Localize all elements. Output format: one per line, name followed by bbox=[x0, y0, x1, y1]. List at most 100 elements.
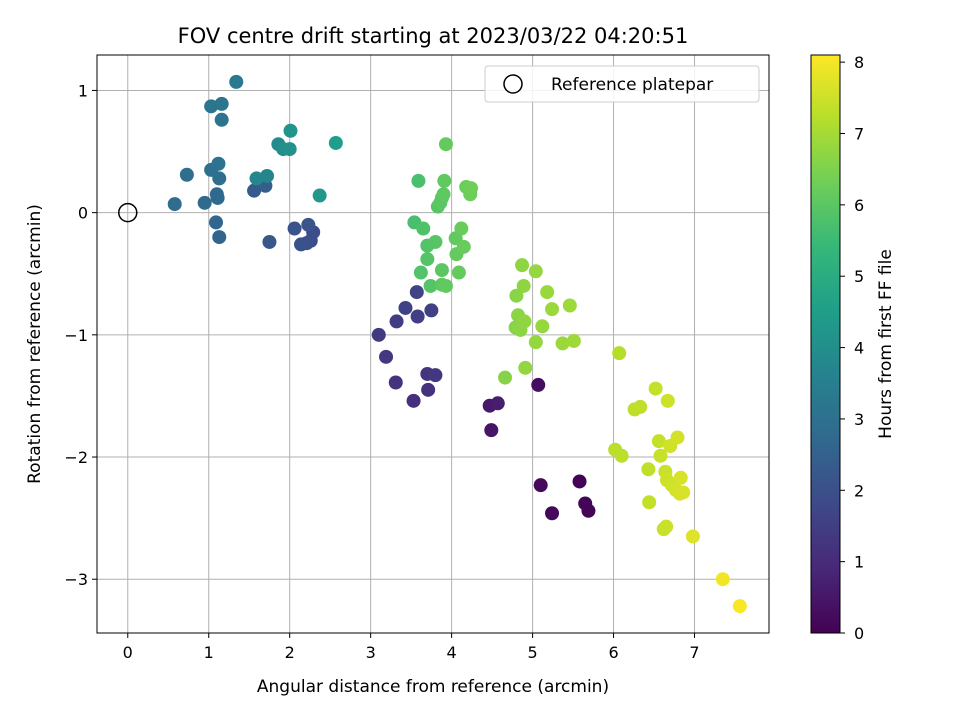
data-point bbox=[389, 314, 404, 329]
data-point bbox=[685, 529, 700, 544]
data-point bbox=[648, 381, 663, 396]
data-point bbox=[406, 393, 421, 408]
data-point bbox=[642, 495, 657, 510]
x-tick-label: 7 bbox=[689, 643, 699, 662]
y-axis-ticks: 1 0 −1 −2 −3 bbox=[64, 81, 97, 589]
x-tick-label: 6 bbox=[608, 643, 618, 662]
data-point bbox=[456, 239, 471, 254]
data-point bbox=[209, 187, 224, 202]
x-axis-ticks: 0 1 2 3 4 5 6 7 bbox=[123, 633, 700, 662]
colorbar-gradient bbox=[810, 54, 841, 634]
x-tick-label: 1 bbox=[204, 643, 214, 662]
data-point bbox=[673, 470, 688, 485]
data-point bbox=[413, 265, 428, 280]
colorbar-tick-label: 6 bbox=[854, 196, 864, 215]
colorbar-tick-label: 1 bbox=[854, 553, 864, 572]
data-point bbox=[484, 423, 499, 438]
data-point bbox=[428, 234, 443, 249]
y-tick-label: −1 bbox=[64, 326, 88, 345]
data-point bbox=[423, 278, 438, 293]
colorbar-tick-label: 2 bbox=[854, 481, 864, 500]
data-point bbox=[660, 393, 675, 408]
colorbar-tick-label: 4 bbox=[854, 339, 864, 358]
legend-box bbox=[484, 65, 760, 103]
data-point bbox=[451, 265, 466, 280]
data-point bbox=[715, 572, 730, 587]
data-point bbox=[282, 142, 297, 157]
data-point bbox=[528, 335, 543, 350]
data-point bbox=[651, 434, 666, 449]
data-point bbox=[732, 599, 747, 614]
data-point bbox=[437, 173, 452, 188]
y-tick-label: 0 bbox=[78, 204, 88, 223]
data-point bbox=[410, 309, 425, 324]
grid-lines bbox=[97, 55, 769, 633]
data-point bbox=[421, 382, 436, 397]
data-point bbox=[214, 96, 229, 111]
data-point bbox=[211, 156, 226, 171]
x-axis-label: Angular distance from reference (arcmin) bbox=[257, 677, 609, 697]
data-point bbox=[659, 519, 674, 534]
y-tick-label: 1 bbox=[78, 81, 88, 100]
data-point bbox=[612, 346, 627, 361]
data-point bbox=[416, 221, 431, 236]
legend-reference-marker bbox=[503, 74, 523, 94]
data-point bbox=[379, 349, 394, 364]
data-point bbox=[409, 285, 424, 300]
data-point bbox=[204, 99, 219, 114]
data-point bbox=[653, 448, 668, 463]
x-tick-label: 3 bbox=[366, 643, 376, 662]
data-point bbox=[247, 183, 262, 198]
data-point bbox=[229, 74, 244, 89]
scatter-points bbox=[167, 74, 747, 614]
data-point bbox=[428, 368, 443, 383]
data-point bbox=[260, 168, 275, 183]
data-point bbox=[167, 197, 182, 212]
colorbar-tick-label: 3 bbox=[854, 410, 864, 429]
data-point bbox=[540, 285, 555, 300]
data-point bbox=[562, 298, 577, 313]
data-point bbox=[301, 217, 316, 232]
data-point bbox=[179, 167, 194, 182]
y-axis-label: Rotation from reference (arcmin) bbox=[25, 204, 45, 484]
data-point bbox=[371, 327, 386, 342]
data-point bbox=[287, 221, 302, 236]
data-point bbox=[633, 399, 648, 414]
data-point bbox=[555, 336, 570, 351]
x-tick-label: 0 bbox=[123, 643, 133, 662]
reference-platepar-marker bbox=[118, 202, 138, 223]
data-point bbox=[434, 263, 449, 278]
data-point bbox=[533, 478, 548, 493]
data-point bbox=[438, 137, 453, 152]
data-point bbox=[509, 288, 524, 303]
data-point bbox=[398, 300, 413, 315]
y-tick-label: −2 bbox=[64, 448, 88, 467]
data-point bbox=[614, 448, 629, 463]
data-point bbox=[464, 181, 479, 196]
data-point bbox=[214, 112, 229, 127]
data-point bbox=[411, 173, 426, 188]
data-point bbox=[535, 319, 550, 334]
chart-title: FOV centre drift starting at 2023/03/22 … bbox=[178, 24, 689, 48]
legend: Reference platepar bbox=[484, 65, 760, 103]
data-point bbox=[641, 462, 656, 477]
data-point bbox=[566, 333, 581, 348]
data-point bbox=[572, 474, 587, 489]
colorbar-tick-label: 5 bbox=[854, 267, 864, 286]
colorbar-label: Hours from first FF file bbox=[876, 249, 896, 439]
colorbar-tick-label: 0 bbox=[854, 624, 864, 643]
data-point bbox=[436, 187, 451, 202]
data-point bbox=[424, 303, 439, 318]
data-point bbox=[528, 264, 543, 279]
x-tick-label: 5 bbox=[527, 643, 537, 662]
plot-frame bbox=[96, 54, 770, 634]
data-point bbox=[249, 171, 264, 186]
data-point bbox=[454, 221, 469, 236]
colorbar-tick-label: 7 bbox=[854, 124, 864, 143]
data-point bbox=[212, 230, 227, 245]
data-point bbox=[312, 188, 327, 203]
colorbar-tick-label: 8 bbox=[854, 53, 864, 72]
data-point bbox=[670, 430, 685, 445]
data-point bbox=[676, 485, 691, 500]
